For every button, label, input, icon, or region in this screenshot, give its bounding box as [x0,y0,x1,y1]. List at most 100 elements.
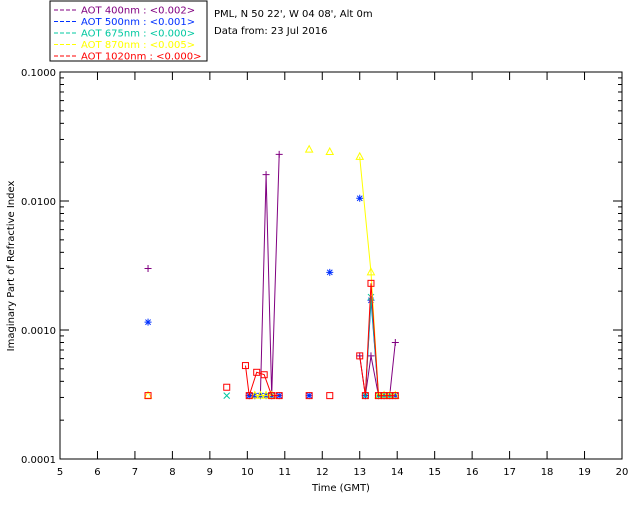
triangle-marker [325,146,335,155]
data-point [275,392,283,400]
square-marker [305,392,313,400]
data-point [267,390,277,399]
plus-marker [144,264,152,272]
data-point [356,352,364,360]
asterisk-marker [356,194,364,202]
square-marker [144,392,152,400]
y-tick-label: 0.1000 [21,68,56,79]
data-point [305,392,313,400]
square-marker [223,383,231,391]
asterisk-marker [391,392,399,400]
x-tick-label: 20 [616,467,629,478]
triangle-marker [366,267,376,276]
data-point [250,390,260,399]
x-tick-label: 13 [353,467,366,478]
legend-label: AOT 675nm : <0.000> [81,29,195,40]
data-point [325,146,335,155]
data-point [241,362,249,370]
data-point [361,392,369,400]
data-point [223,392,231,399]
data-point [391,339,399,347]
triangle-marker [304,144,314,153]
square-marker [268,392,276,400]
data-point [355,151,365,160]
triangle-marker [390,390,400,399]
data-point [367,352,375,360]
data-point [366,267,376,276]
square-marker [245,392,253,400]
plus-marker [367,352,375,360]
triangle-marker [261,390,271,399]
x-tick-label: 17 [503,467,516,478]
series-5 [144,279,399,400]
data-point [326,268,334,276]
data-point [305,392,313,400]
series-line [245,365,280,397]
x-tick-label: 12 [316,467,329,478]
x-tick-label: 5 [57,467,63,478]
y-tick-label: 0.0100 [21,197,56,208]
data-point [143,390,153,399]
data-point [275,150,283,158]
x-tick-label: 19 [578,467,591,478]
plus-marker [262,171,270,179]
plot-frame [59,71,623,460]
triangle-marker [374,390,383,399]
legend-label: AOT 1020nm : <0.000> [81,52,201,63]
data-point [223,383,231,391]
square-marker [241,362,249,370]
data-point [304,144,314,153]
triangle-marker [250,390,260,399]
x-tick-label: 9 [207,467,213,478]
x-tick-label: 11 [278,467,291,478]
data-point [144,264,152,272]
plus-marker [391,339,399,347]
data-point [144,392,152,400]
asterisk-marker [326,268,334,276]
axis-ticks: 5 6 7 8 9 10 11 12 13 14 15 16 17 18 19 20 0.0001 0.0010 0… [21,68,628,478]
square-marker [356,352,364,360]
y-axis-label: Imaginary Part of Refractive Index [6,181,17,352]
data-point [260,371,268,379]
data-point [374,390,383,399]
legend-label: AOT 400nm : <0.002> [81,6,195,17]
data-point [385,390,395,399]
x-tick-label: 18 [541,467,554,478]
series-line [359,283,396,397]
triangle-marker [385,390,395,399]
square-marker [367,279,375,287]
triangle-marker [379,390,389,399]
x-tick-label: 6 [94,467,100,478]
data-point [326,392,334,400]
x-axis-label: Time (GMT) [311,483,370,494]
x-tick-label: 7 [132,467,138,478]
y-tick-label: 0.0010 [21,326,56,337]
square-marker [391,392,399,400]
triangle-marker [355,151,365,160]
y-tick-label: 0.0001 [21,455,56,466]
x-tick-label: 15 [428,467,441,478]
x-tick-label: 10 [241,467,254,478]
triangle-marker [143,390,153,399]
data-point [261,390,271,399]
site-info-text: PML, N 50 22', W 04 08', Alt 0m [214,9,373,20]
data-point [268,392,276,400]
data-point [245,392,253,400]
x-tick-label: 8 [169,467,175,478]
legend-box [49,0,208,62]
square-marker [326,392,334,400]
square-marker [275,392,283,400]
asterisk-marker [144,318,152,326]
triangle-marker [256,390,265,399]
data-point [262,171,270,179]
data-point [256,390,265,399]
plus-marker [275,150,283,158]
triangle-marker [267,390,277,399]
data-point [144,318,152,326]
legend: AOT 400nm : <0.002>AOT 500nm : <0.001>AO… [49,0,208,63]
legend-label: AOT 870nm : <0.005> [81,40,195,51]
date-info-text: Data from: 23 Jul 2016 [214,26,327,37]
x-tick-label: 16 [466,467,479,478]
